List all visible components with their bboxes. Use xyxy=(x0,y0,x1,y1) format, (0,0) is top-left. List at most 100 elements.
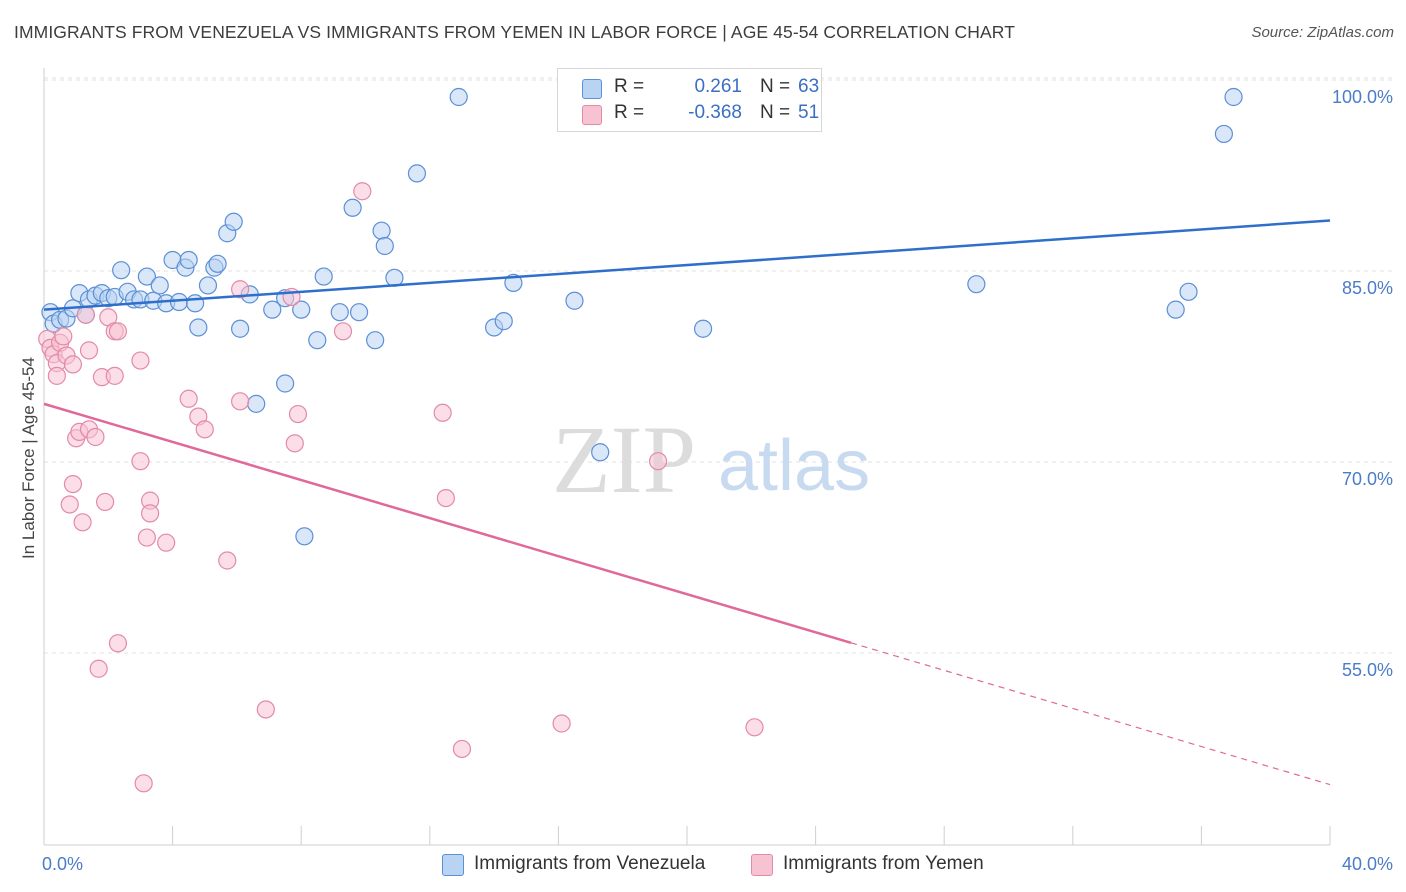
yemen-point xyxy=(47,366,66,385)
yemen-point xyxy=(179,389,198,408)
series-legend: Immigrants from Venezuela Immigrants fro… xyxy=(0,852,1406,878)
yemen-point xyxy=(218,551,237,570)
venezuela-point xyxy=(263,300,282,319)
yemen-point xyxy=(86,427,105,447)
venezuela-point xyxy=(372,221,391,240)
venezuela-point xyxy=(494,312,513,331)
yemen-point xyxy=(231,280,250,299)
venezuela-point xyxy=(693,319,713,338)
yemen-point xyxy=(95,492,115,512)
yemen-point xyxy=(89,659,108,678)
yemen-point xyxy=(157,533,176,552)
yemen-point xyxy=(333,322,353,341)
yemen-point xyxy=(745,718,764,737)
yemen-point xyxy=(140,504,160,523)
y-axis-label: In Labor Force | Age 45-54 xyxy=(19,357,38,559)
yemen-point xyxy=(108,322,128,341)
chart-source: Source: ZipAtlas.com xyxy=(1251,24,1394,41)
grid-lines xyxy=(44,77,1392,654)
chart-title: IMMIGRANTS FROM VENEZUELA VS IMMIGRANTS … xyxy=(14,22,1016,42)
venezuela-point xyxy=(591,443,610,462)
legend-label-yemen: Immigrants from Yemen xyxy=(783,853,984,874)
n-value: 51 xyxy=(798,102,820,123)
venezuela-point xyxy=(1166,300,1185,319)
venezuela-point xyxy=(407,164,427,183)
venezuela-point xyxy=(231,319,250,338)
correlation-legend: R = 0.261 N = 63 R = -0.368 N = 51 xyxy=(557,68,822,132)
watermark-zip: ZIP xyxy=(552,406,696,513)
venezuela-point xyxy=(308,331,327,350)
venezuela-point xyxy=(349,303,369,322)
yemen-point xyxy=(54,327,73,346)
yemen-legend-swatch xyxy=(751,854,773,876)
yemen-point xyxy=(452,739,472,759)
yemen-trend-extension xyxy=(850,642,1331,786)
yemen-point xyxy=(195,420,214,439)
yemen-point xyxy=(63,355,83,374)
yemen-point xyxy=(134,774,153,793)
venezuela-trend-line xyxy=(43,219,1331,311)
venezuela-point xyxy=(150,276,169,295)
legend-label-venezuela: Immigrants from Venezuela xyxy=(474,853,706,874)
axes xyxy=(43,68,1331,846)
venezuela-point xyxy=(224,212,243,231)
venezuela-point xyxy=(375,236,394,256)
data-points xyxy=(38,87,1243,793)
yemen-point xyxy=(131,351,150,370)
venezuela-point xyxy=(247,394,266,413)
venezuela-point xyxy=(198,276,218,295)
venezuela-point xyxy=(137,267,156,286)
yemen-point xyxy=(648,452,668,471)
yemen-point xyxy=(288,404,308,424)
y-tick-label: 85.0% xyxy=(1342,278,1393,298)
venezuela-point xyxy=(343,198,362,217)
venezuela-point xyxy=(169,292,189,312)
venezuela-point xyxy=(565,291,584,310)
x-tick-label-min: 0.0% xyxy=(42,854,83,874)
r-label: R = xyxy=(614,102,645,123)
yemen-point xyxy=(231,392,250,411)
yemen-point xyxy=(105,366,124,385)
r-value: -0.368 xyxy=(688,102,742,123)
venezuela-point xyxy=(112,261,131,280)
y-tick-label: 55.0% xyxy=(1342,660,1393,680)
yemen-trend-line xyxy=(43,402,852,644)
yemen-point xyxy=(76,305,95,324)
watermark: ZIP atlas xyxy=(552,406,870,513)
yemen-point xyxy=(108,634,128,653)
venezuela-point xyxy=(295,527,314,546)
venezuela-point xyxy=(179,250,198,270)
y-tick-label: 70.0% xyxy=(1342,469,1393,489)
yemen-point xyxy=(131,452,150,471)
tick-labels: 55.0% 70.0% 85.0% 100.0% 0.0% 40.0% xyxy=(42,87,1393,874)
yemen-point xyxy=(73,513,92,532)
venezuela-point xyxy=(449,87,468,107)
yemen-point xyxy=(436,489,455,508)
r-value: 0.261 xyxy=(694,76,742,97)
venezuela-point xyxy=(1214,124,1234,144)
r-label: R = xyxy=(614,76,645,97)
yemen-point xyxy=(63,474,83,494)
venezuela-point xyxy=(186,294,205,313)
venezuela-point xyxy=(276,374,295,393)
venezuela-point xyxy=(189,318,208,337)
venezuela-point xyxy=(330,303,349,322)
yemen-point xyxy=(353,182,372,201)
n-label: N = xyxy=(760,76,791,97)
yemen-point xyxy=(137,528,156,547)
trend-lines xyxy=(43,219,1331,786)
yemen-point xyxy=(433,403,452,422)
n-label: N = xyxy=(760,102,791,123)
y-tick-label: 100.0% xyxy=(1332,87,1393,107)
venezuela-point xyxy=(1179,282,1198,301)
venezuela-swatch xyxy=(582,79,602,99)
yemen-point xyxy=(285,434,304,453)
venezuela-point xyxy=(967,275,986,294)
yemen-point xyxy=(552,714,571,733)
venezuela-point xyxy=(1224,87,1243,107)
venezuela-point xyxy=(292,300,311,319)
venezuela-legend-swatch xyxy=(442,854,464,876)
n-value: 63 xyxy=(798,76,820,97)
yemen-point xyxy=(256,700,275,719)
